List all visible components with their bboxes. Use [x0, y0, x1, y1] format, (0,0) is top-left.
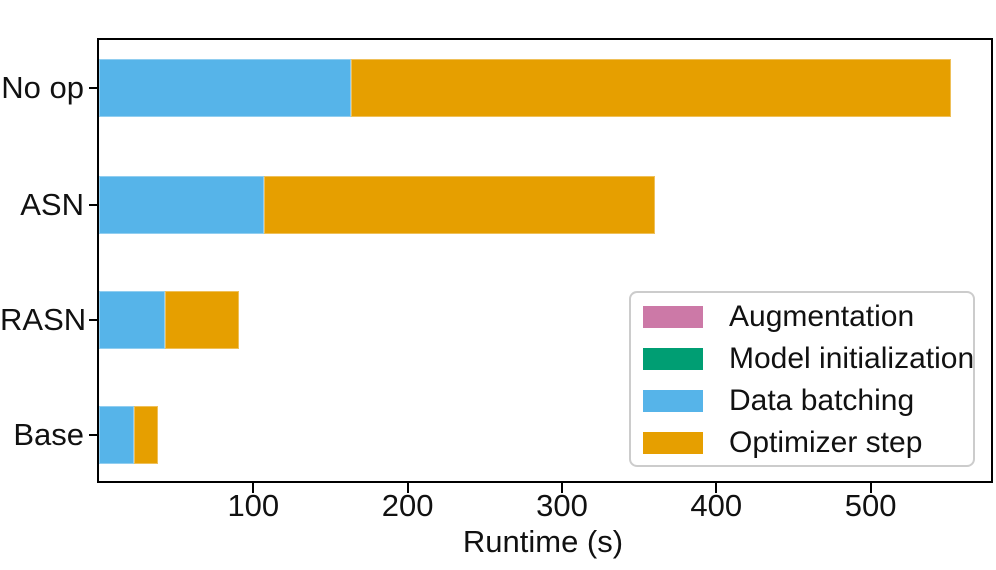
legend-row: Data batching	[643, 380, 973, 422]
x-tick	[560, 483, 563, 493]
bar-segment-data-batching	[99, 290, 166, 349]
legend-row: Model initialization	[643, 338, 975, 380]
plot-area	[97, 38, 993, 483]
legend-swatch-data-batching	[643, 390, 703, 412]
y-tick	[89, 318, 97, 321]
y-tick-label: ASN	[20, 186, 84, 222]
bar-row-asn	[99, 175, 991, 234]
legend-row: Optimizer step	[643, 422, 973, 464]
y-tick	[89, 87, 97, 89]
bar-row-no-op	[99, 59, 991, 117]
x-tick-label: 400	[690, 488, 743, 523]
legend-swatch-model-initialization	[643, 348, 703, 370]
bar-segment-data-batching	[99, 59, 351, 117]
y-tick-label: RASN	[0, 301, 87, 337]
y-tick	[89, 433, 97, 436]
bar-row-rasn	[99, 290, 991, 349]
legend-swatch-augmentation	[643, 306, 703, 328]
y-tick-label: Base	[13, 416, 84, 452]
bar-segment-optimizer-step	[165, 290, 240, 349]
x-tick-label: 200	[381, 488, 434, 523]
y-tick	[89, 203, 97, 206]
x-tick	[869, 483, 872, 493]
legend: Augmentation Model initialization Data bat…	[629, 291, 975, 467]
legend-label: Optimizer step	[729, 426, 923, 459]
legend-row: Augmentation	[643, 296, 973, 338]
legend-swatch-optimizer-step	[643, 432, 703, 454]
bar-segment-optimizer-step	[350, 59, 951, 117]
x-tick-label: 300	[536, 488, 588, 523]
bar-segment-data-batching	[99, 175, 265, 234]
bar-row-base	[99, 405, 991, 464]
legend-label: Model initialization	[729, 342, 975, 375]
y-tick-label: No op	[1, 70, 84, 105]
bar-segment-optimizer-step	[264, 175, 655, 234]
x-tick	[406, 483, 409, 493]
bar-segment-optimizer-step	[134, 405, 158, 464]
x-axis-title: Runtime (s)	[462, 524, 624, 559]
legend-label: Augmentation	[729, 300, 915, 333]
x-tick	[715, 483, 718, 493]
bar-segment-data-batching	[99, 405, 135, 464]
x-tick-label: 100	[227, 488, 280, 523]
x-tick	[252, 483, 255, 493]
legend-label: Data batching	[729, 384, 915, 417]
x-tick-label: 500	[844, 488, 897, 523]
